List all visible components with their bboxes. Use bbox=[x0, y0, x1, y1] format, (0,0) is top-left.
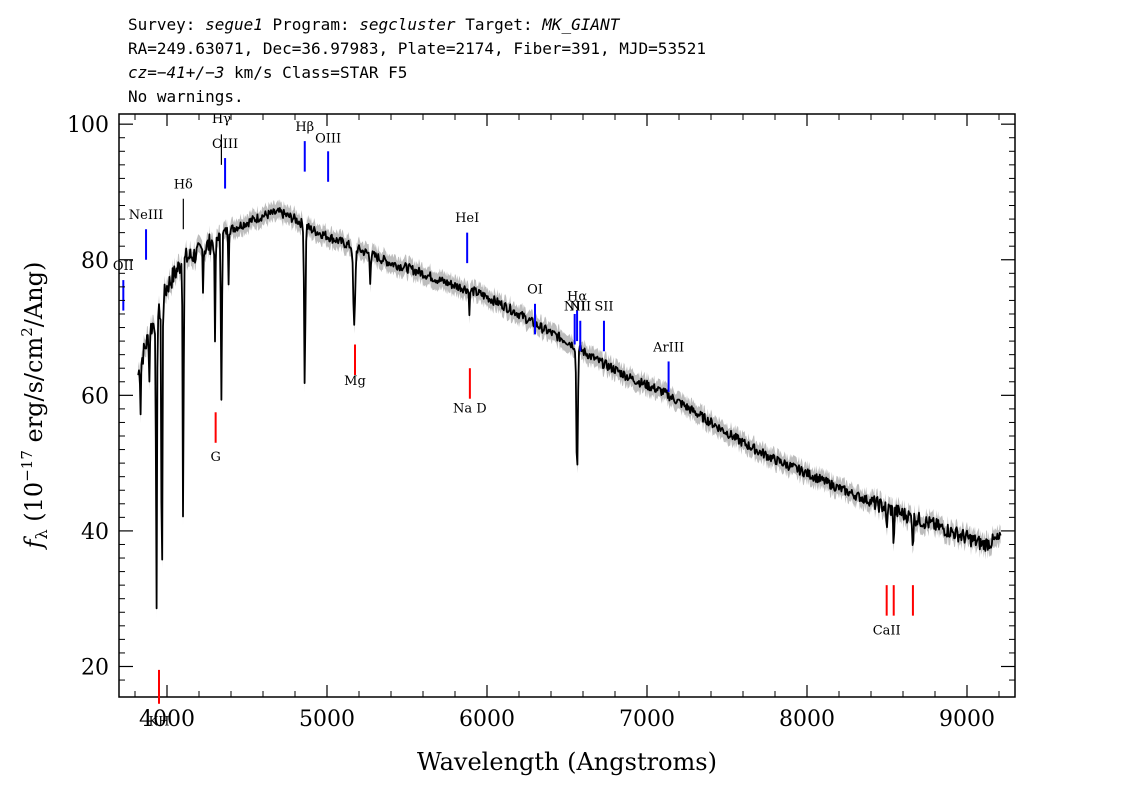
line-marker-label: NII bbox=[569, 300, 591, 315]
y-axis-label: fλ (10−17 erg/s/cm2/Ang) bbox=[18, 262, 51, 551]
x-axis-label: Wavelength (Angstroms) bbox=[417, 748, 717, 776]
y-tick-label: 80 bbox=[81, 249, 109, 274]
plot-frame bbox=[118, 113, 1016, 698]
x-tick-label: 7000 bbox=[619, 707, 675, 732]
header: Survey: segue1 Program: segcluster Targe… bbox=[128, 15, 706, 106]
y-tick-label: 40 bbox=[81, 520, 109, 545]
line-marker-label: OII bbox=[113, 259, 134, 274]
x-tick-label: 8000 bbox=[779, 707, 835, 732]
error-band bbox=[138, 199, 1001, 618]
header-line-1: Survey: segue1 Program: segcluster Targe… bbox=[128, 15, 621, 34]
line-marker-label: OI bbox=[527, 283, 543, 298]
line-marker-label: NeIII bbox=[129, 208, 163, 223]
header-line-4: No warnings. bbox=[128, 87, 244, 106]
axis-ticks: 4000 5000 6000 7000 8000 9000 20 40 60 80 100 bbox=[67, 113, 1015, 732]
x-tick-label: 9000 bbox=[939, 707, 995, 732]
line-marker-label: ArIII bbox=[652, 340, 684, 355]
x-tick-label: 6000 bbox=[459, 707, 515, 732]
y-tick-label: 60 bbox=[81, 384, 109, 409]
line-marker-label: Mg bbox=[344, 374, 366, 389]
line-marker-label: G bbox=[210, 450, 220, 465]
line-marker-label: OIII bbox=[212, 137, 238, 152]
line-marker-label: HeI bbox=[455, 211, 479, 226]
line-marker-label: OIII bbox=[315, 131, 341, 146]
y-tick-label: 20 bbox=[81, 655, 109, 680]
line-marker-label: Hγ bbox=[212, 112, 231, 127]
header-line-2: RA=249.63071, Dec=36.97983, Plate=2174, … bbox=[128, 39, 706, 58]
x-tick-label: 4000 bbox=[139, 707, 195, 732]
spectrum-series bbox=[137, 207, 1002, 610]
line-marker-label: Hα bbox=[567, 289, 587, 304]
x-tick-label: 5000 bbox=[299, 707, 355, 732]
line-marker-label: Hβ bbox=[295, 120, 314, 135]
line-marker-label: NII bbox=[564, 300, 586, 315]
header-line-3: cz=−41+/−3 km/s Class=STAR F5 bbox=[128, 63, 407, 82]
line-marker-label: KH bbox=[148, 714, 169, 729]
line-marker-label: CaII bbox=[873, 624, 901, 639]
y-tick-label: 100 bbox=[67, 113, 109, 138]
line-marker-label: Hδ bbox=[174, 178, 193, 193]
error-band-area bbox=[138, 199, 1001, 618]
spectrum-line bbox=[137, 207, 1002, 610]
line-marker-label: SII bbox=[594, 300, 613, 315]
line-marker-label: Na D bbox=[453, 401, 487, 416]
